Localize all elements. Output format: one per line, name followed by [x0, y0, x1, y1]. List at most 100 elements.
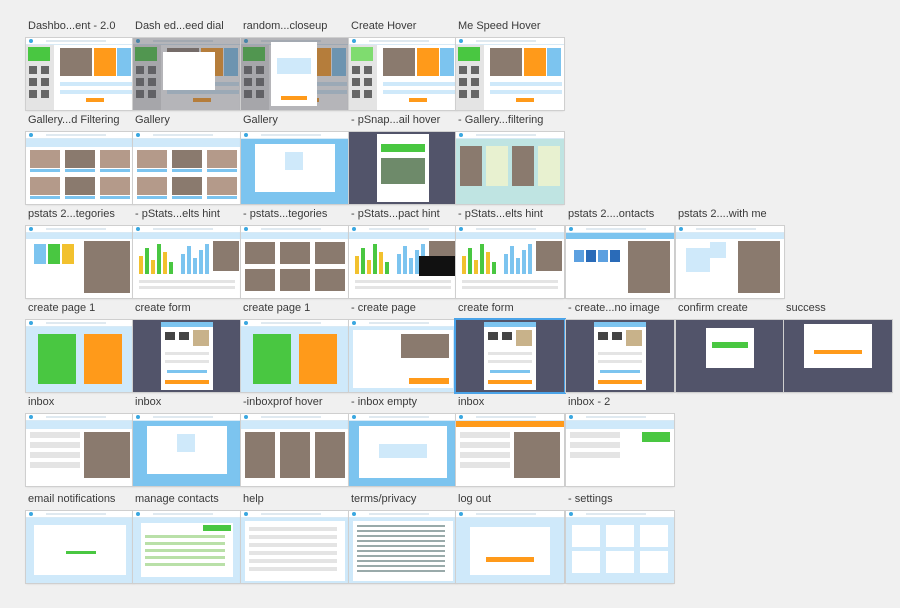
artboard-label[interactable]: - settings	[568, 493, 613, 505]
artboard-label[interactable]: Gallery	[243, 114, 278, 126]
artboard-thumbnail[interactable]: - pSnap...ail hover	[349, 114, 457, 204]
artboard-label[interactable]: random...closeup	[243, 20, 328, 32]
artboard-preview[interactable]	[456, 320, 564, 392]
artboard-thumbnail[interactable]: manage contacts	[133, 493, 241, 583]
artboard-preview[interactable]	[241, 320, 349, 392]
artboard-label[interactable]: - pStats...pact hint	[351, 208, 440, 220]
artboard-preview[interactable]	[349, 38, 457, 110]
artboard-preview[interactable]	[676, 226, 784, 298]
artboard-thumbnail[interactable]: - settings	[566, 493, 674, 583]
artboard-thumbnail[interactable]: Create Hover	[349, 20, 457, 110]
artboard-preview[interactable]	[349, 414, 457, 486]
artboard-thumbnail[interactable]: create form	[456, 302, 564, 392]
artboard-preview[interactable]	[26, 414, 134, 486]
artboard-thumbnail[interactable]: inbox - 2	[566, 396, 674, 486]
artboard-thumbnail[interactable]: inbox	[456, 396, 564, 486]
artboard-preview[interactable]	[133, 38, 241, 110]
artboard-thumbnail[interactable]: - pStats...elts hint	[133, 208, 241, 298]
artboard-label[interactable]: terms/privacy	[351, 493, 417, 505]
artboard-thumbnail[interactable]: - create...no image	[566, 302, 674, 392]
artboard-label[interactable]: inbox	[135, 396, 162, 408]
artboard-label[interactable]: Dash ed...eed dial	[135, 20, 224, 32]
artboard-label[interactable]: create page 1	[243, 302, 311, 314]
artboard-thumbnail[interactable]: - Gallery...filtering	[456, 114, 564, 204]
artboard-label[interactable]: create page 1	[28, 302, 96, 314]
artboard-label[interactable]: success	[786, 302, 826, 314]
artboard-preview[interactable]	[133, 414, 241, 486]
artboard-label[interactable]: Create Hover	[351, 20, 417, 32]
artboard-thumbnail[interactable]: terms/privacy	[349, 493, 457, 583]
artboard-preview[interactable]	[349, 320, 457, 392]
artboard-preview[interactable]	[26, 320, 134, 392]
artboard-thumbnail[interactable]: - create page	[349, 302, 457, 392]
artboard-preview[interactable]	[26, 226, 134, 298]
artboard-thumbnail[interactable]: - inbox empty	[349, 396, 457, 486]
artboard-preview[interactable]	[456, 414, 564, 486]
artboard-label[interactable]: - create...no image	[568, 302, 660, 314]
artboard-preview[interactable]	[676, 320, 784, 392]
artboard-thumbnail[interactable]: - pStats...elts hint	[456, 208, 564, 298]
artboard-preview[interactable]	[133, 511, 241, 583]
artboard-thumbnail[interactable]: -inboxprof hover	[241, 396, 349, 486]
artboard-thumbnail[interactable]: help	[241, 493, 349, 583]
artboard-preview[interactable]	[241, 414, 349, 486]
artboard-preview[interactable]	[26, 511, 134, 583]
artboard-thumbnail[interactable]: log out	[456, 493, 564, 583]
artboard-preview[interactable]	[566, 226, 674, 298]
artboard-preview[interactable]	[241, 132, 349, 204]
artboard-thumbnail[interactable]: confirm create	[676, 302, 784, 392]
artboard-preview[interactable]	[784, 320, 892, 392]
artboard-preview[interactable]	[456, 38, 564, 110]
artboard-label[interactable]: - pStats...elts hint	[135, 208, 220, 220]
artboard-preview[interactable]	[566, 414, 674, 486]
artboard-label[interactable]: pstats 2....ontacts	[568, 208, 655, 220]
artboard-thumbnail[interactable]: create page 1	[241, 302, 349, 392]
artboard-thumbnail[interactable]: - pStats...pact hint	[349, 208, 457, 298]
artboard-label[interactable]: - pstats...tegories	[243, 208, 328, 220]
artboard-preview[interactable]	[241, 226, 349, 298]
artboard-label[interactable]: Gallery...d Filtering	[28, 114, 120, 126]
artboard-thumbnail[interactable]: create form	[133, 302, 241, 392]
artboard-thumbnail[interactable]: success	[784, 302, 892, 392]
artboard-label[interactable]: pstats 2...tegories	[28, 208, 115, 220]
artboard-label[interactable]: create form	[458, 302, 514, 314]
artboard-label[interactable]: Dashbo...ent - 2.0	[28, 20, 116, 32]
artboard-preview[interactable]	[133, 132, 241, 204]
artboard-preview[interactable]	[133, 226, 241, 298]
artboard-preview[interactable]	[349, 226, 457, 298]
artboard-thumbnail[interactable]: inbox	[133, 396, 241, 486]
artboard-label[interactable]: Me Speed Hover	[458, 20, 541, 32]
artboard-thumbnail[interactable]: pstats 2....ontacts	[566, 208, 674, 298]
artboard-label[interactable]: log out	[458, 493, 492, 505]
artboard-label[interactable]: inbox	[28, 396, 55, 408]
artboard-label[interactable]: email notifications	[28, 493, 116, 505]
artboard-preview[interactable]	[566, 320, 674, 392]
artboard-preview[interactable]	[456, 132, 564, 204]
artboard-label[interactable]: pstats 2....with me	[678, 208, 767, 220]
artboard-thumbnail[interactable]: email notifications	[26, 493, 134, 583]
artboard-thumbnail[interactable]: random...closeup	[241, 20, 349, 110]
artboard-label[interactable]: inbox	[458, 396, 485, 408]
artboard-thumbnail[interactable]: inbox	[26, 396, 134, 486]
artboard-label[interactable]: confirm create	[678, 302, 748, 314]
artboard-preview[interactable]	[26, 132, 134, 204]
artboard-preview[interactable]	[456, 511, 564, 583]
artboard-thumbnail[interactable]: Dashbo...ent - 2.0	[26, 20, 134, 110]
artboard-thumbnail[interactable]: Gallery...d Filtering	[26, 114, 134, 204]
artboard-thumbnail[interactable]: Gallery	[133, 114, 241, 204]
artboard-thumbnail[interactable]: Dash ed...eed dial	[133, 20, 241, 110]
artboard-label[interactable]: - pStats...elts hint	[458, 208, 543, 220]
artboard-label[interactable]: create form	[135, 302, 191, 314]
artboard-preview[interactable]	[349, 511, 457, 583]
artboard-preview[interactable]	[241, 38, 349, 110]
artboard-thumbnail[interactable]: Gallery	[241, 114, 349, 204]
artboard-label[interactable]: - create page	[351, 302, 416, 314]
artboard-label[interactable]: - Gallery...filtering	[458, 114, 544, 126]
artboard-label[interactable]: manage contacts	[135, 493, 219, 505]
artboard-preview[interactable]	[133, 320, 241, 392]
artboard-thumbnail[interactable]: Me Speed Hover	[456, 20, 564, 110]
artboard-preview[interactable]	[456, 226, 564, 298]
artboard-thumbnail[interactable]: pstats 2....with me	[676, 208, 784, 298]
artboard-thumbnail[interactable]: pstats 2...tegories	[26, 208, 134, 298]
artboard-thumbnail[interactable]: - pstats...tegories	[241, 208, 349, 298]
